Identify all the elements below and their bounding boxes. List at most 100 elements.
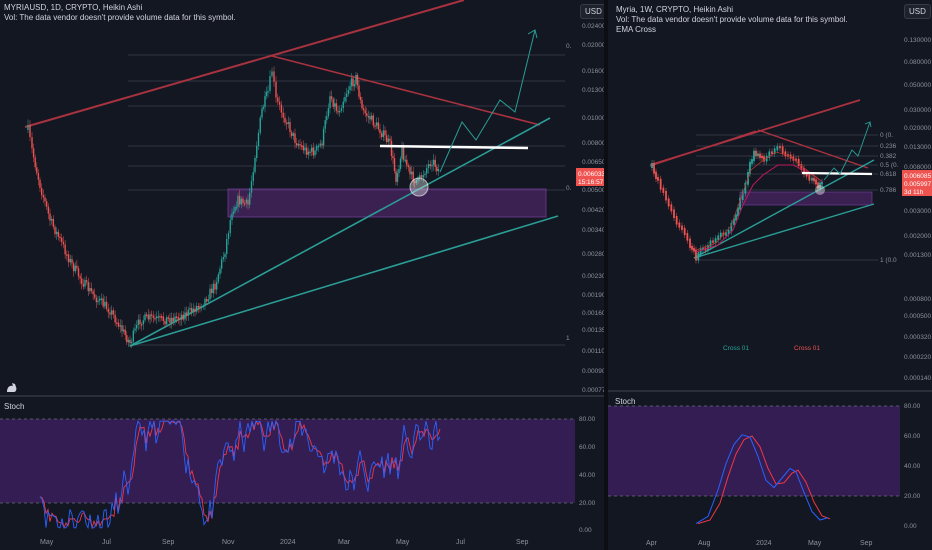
left-resistance-line xyxy=(379,144,529,150)
left-candle xyxy=(135,325,138,329)
left-candle xyxy=(379,129,381,134)
right-symbol-title[interactable]: Myria, 1W, CRYPTO, Heikin Ashi xyxy=(616,5,734,14)
right-price-tick: 0.000800 xyxy=(904,296,931,303)
left-candle xyxy=(257,132,260,147)
left-candle xyxy=(380,133,383,138)
left-candle xyxy=(382,130,385,138)
left-candle xyxy=(319,143,321,146)
left-pane-divider[interactable] xyxy=(0,395,604,397)
right-candle xyxy=(675,216,678,225)
right-candle xyxy=(795,158,797,161)
left-candle xyxy=(226,239,228,255)
right-candle xyxy=(817,182,819,189)
left-candle xyxy=(326,116,328,121)
left-candle xyxy=(254,158,256,173)
left-candle xyxy=(364,110,366,114)
left-candle xyxy=(252,172,254,182)
right-candle xyxy=(808,174,811,181)
left-candle xyxy=(214,283,216,290)
right-chart-pane[interactable]: 0.130000 0.080000 0.050000 0.030000 0.020000… xyxy=(608,0,932,550)
left-candle xyxy=(321,143,323,146)
left-currency-badge[interactable]: USD xyxy=(580,4,607,19)
stoch-tick: 60.00 xyxy=(579,444,596,451)
right-candle xyxy=(673,209,675,219)
left-candle xyxy=(292,133,295,136)
left-stoch-label: Stoch xyxy=(4,402,25,411)
left-candle xyxy=(220,259,223,269)
right-candle xyxy=(803,168,805,175)
left-time-axis[interactable]: May Jul Sep Nov 2024 Mar May Jul Sep xyxy=(0,532,604,550)
right-pane-divider[interactable] xyxy=(608,390,932,392)
left-candle xyxy=(295,143,298,146)
left-demand-zone xyxy=(227,188,547,218)
left-candle xyxy=(345,93,348,97)
left-candle xyxy=(77,268,80,277)
left-candle xyxy=(95,297,98,303)
left-candle xyxy=(419,175,421,178)
left-x-tick: Jul xyxy=(456,539,465,546)
right-price-chart[interactable]: 0.130000 0.080000 0.050000 0.030000 0.020000… xyxy=(608,0,932,390)
left-candle xyxy=(316,146,318,151)
left-candle xyxy=(194,308,196,312)
right-candle xyxy=(781,146,784,154)
left-candle xyxy=(234,207,236,212)
left-candle xyxy=(180,314,183,320)
right-red-left-line xyxy=(649,130,757,167)
left-candle xyxy=(105,301,108,310)
right-candle xyxy=(753,150,755,162)
left-price-tick: 0.020000 xyxy=(582,42,604,49)
left-candle xyxy=(310,147,313,152)
left-candle xyxy=(84,280,86,287)
left-candle xyxy=(304,147,306,151)
left-candle xyxy=(366,113,368,117)
left-candle xyxy=(434,159,436,167)
left-x-tick: May xyxy=(396,539,410,546)
left-candle xyxy=(82,283,85,287)
left-candle xyxy=(410,171,413,175)
left-x-tick: Sep xyxy=(162,539,175,546)
left-candle xyxy=(114,314,116,323)
right-indicator-label[interactable]: EMA Cross xyxy=(616,25,657,34)
right-red-descending-trendline xyxy=(757,129,869,169)
left-candle xyxy=(409,167,411,175)
left-candle xyxy=(240,198,243,205)
left-symbol-title[interactable]: MYRIAUSD, 1D, CRYPTO, Heikin Ashi xyxy=(4,3,143,12)
stoch-tick: 80.00 xyxy=(904,403,921,410)
right-currency-badge[interactable]: USD xyxy=(904,4,931,19)
left-candle xyxy=(67,254,70,263)
right-candle xyxy=(727,229,730,235)
right-candle xyxy=(819,182,821,189)
right-price-tick: 0.000140 xyxy=(904,375,931,382)
left-candle xyxy=(414,181,416,184)
right-candle xyxy=(813,177,815,182)
left-time-axis-bg xyxy=(0,532,604,550)
left-candle xyxy=(52,218,55,227)
tradingview-logo-icon[interactable] xyxy=(5,380,19,392)
center-divider[interactable] xyxy=(604,0,608,550)
right-time-axis[interactable]: Apr Aug 2024 May Sep xyxy=(608,534,932,550)
left-x-tick: Nov xyxy=(222,539,235,546)
left-candle xyxy=(85,280,88,282)
right-candle xyxy=(821,181,823,185)
left-candle xyxy=(392,155,394,159)
left-red-descending-trendline xyxy=(271,55,541,126)
right-stoch-panel[interactable]: 80.00 60.00 40.00 20.00 0.00 xyxy=(608,392,932,534)
left-candle xyxy=(31,137,33,149)
left-candle xyxy=(269,76,271,92)
right-candle xyxy=(693,247,695,252)
left-vol-note: Vol: The data vendor doesn't provide vol… xyxy=(4,13,236,22)
left-candle xyxy=(324,120,326,129)
left-candle xyxy=(317,145,320,148)
left-candle xyxy=(250,181,253,193)
left-candle xyxy=(39,179,41,189)
left-candle xyxy=(44,197,46,202)
left-candle xyxy=(149,314,151,320)
left-candle xyxy=(265,91,268,97)
left-stoch-panel[interactable]: 80.00 60.00 40.00 20.00 0.00 xyxy=(0,397,604,532)
left-candle xyxy=(215,281,218,290)
